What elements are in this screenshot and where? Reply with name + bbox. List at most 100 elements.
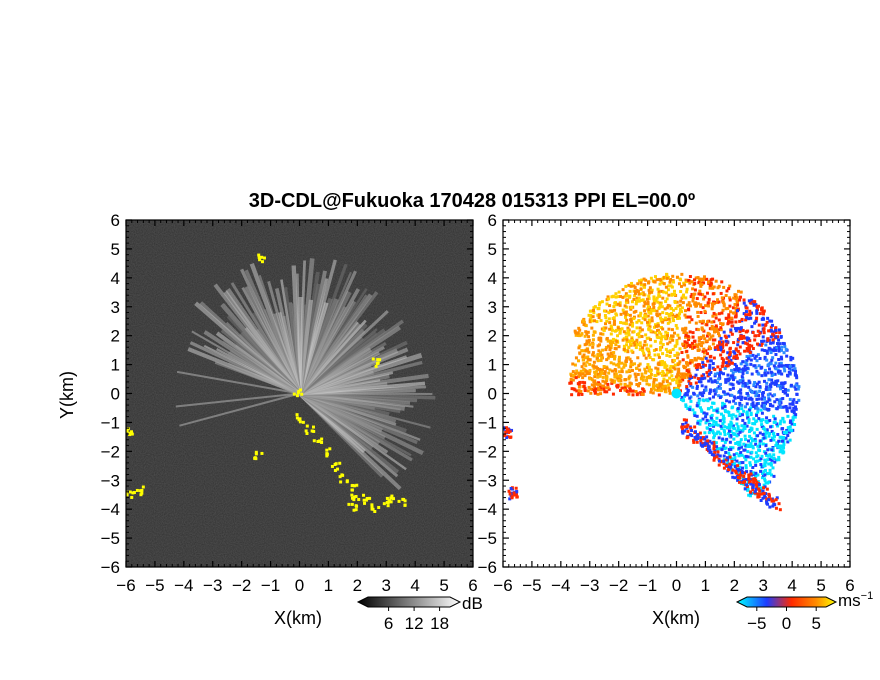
velocity-pixel bbox=[720, 280, 724, 284]
velocity-pixel bbox=[770, 429, 774, 433]
velocity-pixel bbox=[656, 323, 660, 327]
velocity-pixel bbox=[722, 462, 726, 466]
velocity-pixel bbox=[692, 438, 696, 442]
velocity-pixel bbox=[633, 289, 637, 293]
velocity-pixel bbox=[679, 299, 683, 303]
x-tick-label: −5 bbox=[522, 576, 541, 595]
velocity-pixel bbox=[697, 398, 701, 402]
velocity-pixel bbox=[764, 481, 768, 485]
velocity-pixel bbox=[692, 392, 696, 396]
reflectivity-beam bbox=[191, 330, 301, 395]
velocity-pixel bbox=[768, 367, 772, 371]
clutter-pixel bbox=[131, 491, 135, 495]
clutter-pixel bbox=[130, 430, 134, 434]
y-tick-label: 2 bbox=[488, 327, 497, 346]
velocity-pixel bbox=[657, 363, 661, 367]
velocity-pixel bbox=[715, 432, 719, 436]
velocity-pixel bbox=[762, 312, 766, 316]
velocity-pixel bbox=[655, 278, 659, 282]
velocity-pixel bbox=[642, 375, 646, 379]
velocity-pixel bbox=[728, 400, 732, 404]
y-tick-label: 5 bbox=[111, 240, 120, 259]
velocity-pixel bbox=[694, 358, 698, 362]
velocity-pixel bbox=[749, 411, 753, 415]
velocity-pixel bbox=[750, 397, 754, 401]
velocity-pixel bbox=[667, 386, 671, 390]
velocity-pixel bbox=[772, 330, 776, 334]
velocity-pixel bbox=[735, 417, 739, 421]
velocity-pixel bbox=[754, 420, 758, 424]
velocity-pixel bbox=[591, 345, 595, 349]
velocity-pixel bbox=[732, 296, 736, 300]
velocity-pixel bbox=[616, 375, 620, 379]
velocity-pixel bbox=[762, 486, 766, 490]
velocity-pixel bbox=[664, 300, 668, 304]
velocity-pixel bbox=[761, 432, 765, 436]
velocity-pixel bbox=[750, 444, 754, 448]
velocity-pixel bbox=[621, 386, 625, 390]
velocity-pixel bbox=[762, 436, 766, 440]
clutter-pixel bbox=[330, 464, 334, 468]
clutter-pixel bbox=[254, 452, 258, 456]
velocity-pixel bbox=[741, 328, 745, 332]
velocity-pixel bbox=[681, 427, 685, 431]
velocity-pixel bbox=[747, 439, 751, 443]
velocity-pixel bbox=[593, 372, 597, 376]
velocity-pixel bbox=[696, 348, 700, 352]
velocity-pixel bbox=[750, 298, 754, 302]
velocity-pixel bbox=[740, 403, 744, 407]
clutter-pixel bbox=[260, 255, 264, 259]
velocity-pixel bbox=[712, 389, 716, 393]
clutter-pixel bbox=[128, 433, 132, 437]
clutter-pixel bbox=[354, 508, 358, 512]
velocity-pixel bbox=[702, 411, 706, 415]
velocity-pixel bbox=[610, 326, 614, 330]
velocity-pixel bbox=[689, 295, 693, 299]
clutter-pixel bbox=[352, 498, 356, 502]
y-tick-label: 6 bbox=[488, 211, 497, 230]
velocity-pixel bbox=[713, 326, 717, 330]
velocity-pixel bbox=[705, 323, 709, 327]
velocity-pixel bbox=[578, 380, 582, 384]
velocity-pixel bbox=[747, 473, 751, 477]
velocity-pixel bbox=[767, 396, 771, 400]
velocity-pixel bbox=[772, 474, 776, 478]
velocity-pixel bbox=[761, 496, 765, 500]
clutter-pixel bbox=[352, 508, 356, 512]
velocity-pixel bbox=[795, 392, 799, 396]
velocity-pixel bbox=[689, 382, 693, 386]
velocity-pixel bbox=[635, 300, 639, 304]
velocity-pixel bbox=[662, 282, 666, 286]
velocity-pixel bbox=[700, 344, 704, 348]
velocity-pixel bbox=[715, 447, 719, 451]
velocity-pixel bbox=[749, 469, 753, 473]
velocity-pixel bbox=[611, 340, 615, 344]
velocity-pixel bbox=[717, 284, 721, 288]
velocity-pixel bbox=[730, 361, 734, 365]
velocity-colorbar-unit: ms−1 bbox=[838, 590, 873, 610]
velocity-pixel bbox=[758, 489, 762, 493]
x-tick-label: 4 bbox=[787, 576, 796, 595]
velocity-pixel bbox=[694, 321, 698, 325]
velocity-pixel bbox=[728, 284, 732, 288]
velocity-pixel bbox=[767, 387, 771, 391]
velocity-pixel bbox=[666, 321, 670, 325]
clutter-pixel bbox=[389, 496, 393, 500]
velocity-pixel bbox=[711, 314, 715, 318]
velocity-pixel bbox=[647, 309, 651, 313]
velocity-pixel bbox=[750, 390, 754, 394]
velocity-pixel bbox=[712, 434, 716, 438]
velocity-pixel bbox=[710, 380, 714, 384]
velocity-pixel bbox=[778, 422, 782, 426]
velocity-pixel bbox=[600, 300, 604, 304]
velocity-pixel bbox=[756, 480, 760, 484]
velocity-pixel bbox=[665, 353, 669, 357]
velocity-pixel bbox=[609, 339, 613, 343]
velocity-pixel bbox=[691, 299, 695, 303]
velocity-pixel bbox=[697, 380, 701, 384]
velocity-pixel bbox=[611, 337, 615, 341]
velocity-pixel bbox=[658, 301, 662, 305]
velocity-pixel bbox=[686, 315, 690, 319]
velocity-pixel bbox=[687, 379, 691, 383]
